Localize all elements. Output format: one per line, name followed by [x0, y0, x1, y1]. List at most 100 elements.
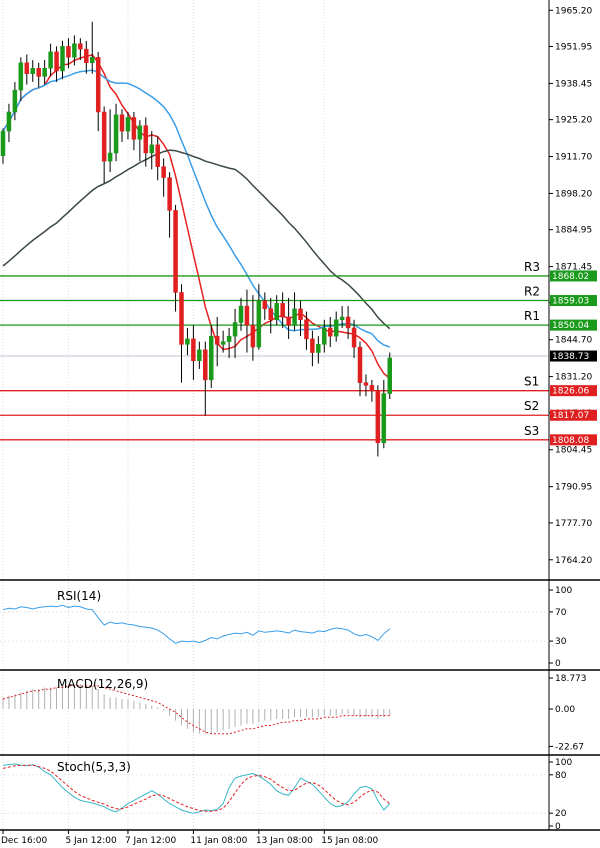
- candle-body: [161, 166, 166, 178]
- candle-body: [173, 210, 178, 293]
- candle-body: [0, 130, 6, 156]
- candle-body: [84, 48, 89, 64]
- candle-body: [357, 346, 363, 383]
- candle-body: [304, 319, 309, 340]
- macd-title: MACD(12,26,9): [57, 677, 148, 691]
- candle-body: [328, 327, 333, 337]
- y-tick-label: 1965.20: [555, 6, 592, 16]
- x-tick-label: 13 Jan 08:00: [256, 836, 313, 846]
- y-tick-label: 1951.95: [555, 43, 592, 53]
- candle-body: [298, 308, 303, 321]
- y-tick-label: 1884.95: [555, 226, 592, 236]
- x-tick-label: Dec 16:00: [1, 836, 47, 846]
- candle-body: [78, 43, 83, 50]
- stoch-tick-label: 100: [555, 758, 572, 768]
- candle-body: [310, 338, 315, 353]
- price-panel: 1965.20 1951.95 1938.45 1925.20 1911.70 1898.…: [0, 0, 600, 830]
- level-tag-r3: [550, 270, 597, 282]
- y-tick-label: 1804.45: [555, 446, 592, 456]
- candle-body: [167, 177, 172, 211]
- candle-body: [280, 303, 285, 318]
- stoch-d-line: [2, 764, 391, 812]
- level-label-r1: R1: [524, 309, 540, 323]
- candle-body: [381, 393, 387, 444]
- ma-mid-line: [2, 69, 391, 348]
- level-label-s3: S3: [524, 424, 539, 438]
- candle-body: [292, 308, 297, 326]
- ma-slow-line: [2, 149, 391, 330]
- rsi-tick-label: 30: [555, 637, 567, 647]
- level-label-s2: S2: [524, 399, 539, 413]
- x-tick-label: 7 Jan 12:00: [125, 836, 177, 846]
- y-tick-label: 1777.70: [555, 519, 592, 529]
- level-tag-r2: [550, 295, 597, 307]
- candle-body: [256, 300, 262, 348]
- candle-body: [250, 324, 256, 348]
- candle-body: [191, 338, 196, 362]
- candle-body: [95, 57, 101, 113]
- y-tick-label: 1764.20: [555, 556, 592, 566]
- candle-body: [143, 125, 149, 154]
- y-tick-label: 1831.20: [555, 373, 592, 383]
- candle-body: [113, 114, 119, 154]
- stoch-k-line: [2, 763, 391, 814]
- candle-body: [24, 62, 30, 74]
- level-tag-r1: [550, 319, 597, 331]
- candle-body: [36, 67, 41, 77]
- candle-body: [316, 344, 321, 353]
- level-label-s1: S1: [524, 375, 539, 389]
- candle-body: [6, 111, 12, 132]
- candle-body: [220, 341, 226, 345]
- candle-body: [322, 327, 327, 345]
- candle-body: [137, 125, 143, 140]
- candle-body: [232, 322, 238, 337]
- rsi-tick-label: 100: [555, 586, 572, 596]
- rsi-line: [2, 604, 391, 644]
- candle-body: [238, 305, 244, 323]
- candle-body: [339, 316, 345, 321]
- level-tag-label-s2: 1817.07: [552, 411, 589, 421]
- candle-body: [351, 327, 357, 348]
- candle-body: [375, 390, 381, 444]
- level-tag-label-r3: 1868.02: [552, 272, 589, 282]
- level-label-r2: R2: [524, 285, 540, 299]
- candle-body: [101, 111, 107, 162]
- candle-body: [286, 316, 291, 326]
- stoch-title: Stoch(5,3,3): [57, 760, 131, 774]
- candle-body: [179, 292, 184, 345]
- candle-body: [107, 152, 113, 162]
- level-label-r3: R3: [524, 260, 540, 274]
- candle-body: [60, 46, 65, 72]
- macd-panel: 18.773 0.00 -22.67 MACD(12,26,9): [0, 674, 600, 756]
- candle-body: [66, 46, 71, 58]
- level-tag-label-r1: 1850.04: [552, 321, 589, 331]
- macd-tick-label: -22.67: [555, 742, 584, 752]
- candle-body: [48, 51, 53, 69]
- candle-body: [90, 57, 95, 64]
- level-tag-label-s3: 1808.08: [552, 436, 589, 446]
- level-tag-s3: [550, 434, 597, 446]
- candle-body: [209, 335, 214, 381]
- candle-body: [363, 382, 369, 386]
- candle-body: [268, 308, 273, 321]
- candle-body: [333, 319, 339, 337]
- candle-body: [203, 349, 208, 381]
- candle-body: [30, 67, 35, 74]
- stoch-tick-label: 0: [555, 822, 561, 832]
- y-tick-label: 1925.20: [555, 116, 592, 126]
- level-tag-s1: [550, 385, 597, 397]
- x-tick-label: 11 Jan 08:00: [190, 836, 247, 846]
- candle-body: [131, 117, 137, 140]
- y-tick-label: 1790.95: [555, 483, 592, 493]
- rsi-tick-label: 0: [555, 659, 561, 669]
- level-tag-s2: [550, 409, 597, 421]
- candle-body: [214, 335, 220, 345]
- rsi-tick-label: 70: [555, 608, 567, 618]
- current-price-label: 1838.73: [552, 352, 589, 362]
- macd-signal-line: [2, 685, 390, 735]
- level-tag-label-s1: 1826.06: [552, 387, 589, 397]
- stoch-tick-label: 20: [555, 809, 567, 819]
- candle-body: [119, 114, 125, 132]
- candle-body: [125, 117, 131, 132]
